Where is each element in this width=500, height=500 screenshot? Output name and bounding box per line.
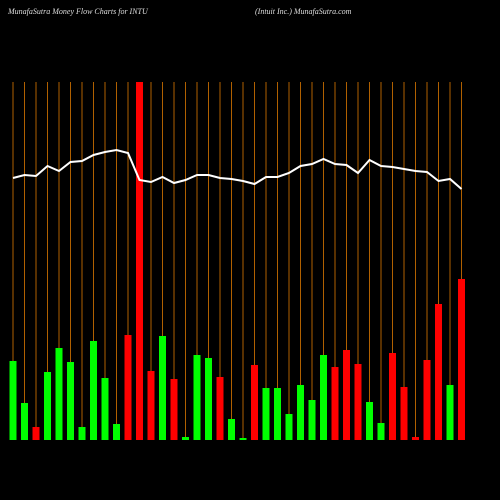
bar (458, 279, 465, 440)
bar (21, 403, 28, 440)
bar (205, 358, 212, 440)
money-flow-line (12, 148, 463, 190)
bar (343, 350, 350, 440)
bar (274, 388, 281, 440)
bar (320, 355, 327, 440)
bar (446, 385, 454, 440)
bar (32, 427, 40, 440)
bar (297, 385, 304, 440)
chart-title: MunafaSutra Money Flow Charts for INTU (7, 7, 149, 16)
bar (9, 361, 17, 440)
bar (285, 414, 293, 440)
bar (55, 348, 63, 440)
bar (193, 355, 201, 440)
bar (389, 353, 396, 440)
bar (400, 387, 408, 440)
bar (239, 438, 247, 440)
bar (412, 437, 419, 440)
bar (251, 365, 258, 440)
bar (124, 335, 132, 440)
bar (113, 424, 120, 440)
bar (228, 419, 235, 440)
bar (423, 360, 431, 440)
bar (101, 378, 109, 440)
bar (377, 423, 385, 440)
bar (78, 427, 86, 440)
bar (331, 367, 339, 440)
bar (90, 341, 97, 440)
bar (67, 362, 74, 440)
bar (308, 400, 316, 440)
bar (435, 304, 442, 440)
bar (182, 437, 189, 440)
bar (216, 377, 224, 440)
bar (354, 364, 362, 440)
chart-subtitle: (Intuit Inc.) MunafaSutra.com (255, 7, 352, 16)
bar (366, 402, 373, 440)
bar (44, 372, 51, 440)
bar (136, 82, 143, 440)
bar (170, 379, 178, 440)
bar (262, 388, 270, 440)
bar (147, 371, 155, 440)
bar (159, 336, 166, 440)
